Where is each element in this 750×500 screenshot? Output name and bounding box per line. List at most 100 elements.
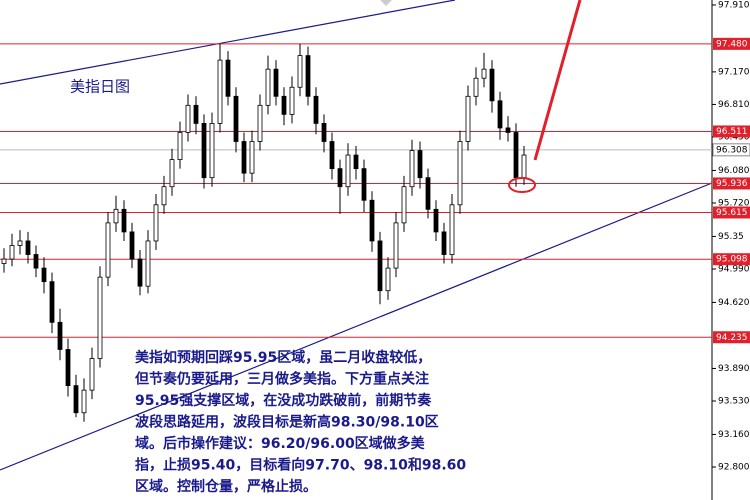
y-tick-label: 95.35 — [718, 232, 744, 242]
last-price-label: 96.308 — [716, 145, 748, 155]
candle-body — [65, 349, 71, 387]
level-label: 94.235 — [716, 333, 748, 343]
annotation-line: 美指如预期回踩95.95区域，虽二月收盘较低， — [135, 349, 431, 366]
y-tick-label: 96.080 — [718, 166, 750, 176]
annotation: 美指如预期回踩95.95区域，虽二月收盘较低， 但节奏仍要延用，三月做多美指。下方… — [134, 349, 466, 495]
level-label: 95.936 — [716, 179, 748, 189]
candle-body — [113, 208, 119, 224]
candle-body — [249, 141, 255, 174]
candle-body — [313, 95, 319, 124]
candle-body — [129, 231, 135, 260]
candle-body — [281, 95, 287, 115]
candle-body — [121, 208, 127, 233]
candle-body — [353, 154, 359, 170]
level-label: 95.098 — [716, 255, 748, 265]
candle-body — [321, 123, 327, 142]
candle-body — [25, 240, 31, 255]
candle-body — [289, 86, 295, 115]
support-circle — [508, 177, 536, 193]
last-price-box — [712, 143, 750, 157]
candle-body — [233, 95, 239, 142]
candle-body — [17, 240, 23, 246]
candle-body — [425, 177, 431, 210]
candle-body — [369, 199, 375, 242]
candle-body — [433, 208, 439, 233]
candle-body — [9, 245, 15, 260]
candle-body — [273, 68, 279, 97]
level-label-box — [713, 125, 750, 138]
annotation-line: 但节奏仍要延用，三月做多美指。下方重点关注 — [134, 371, 429, 388]
level-label: 96.511 — [716, 127, 748, 137]
candle-body — [481, 68, 487, 79]
y-axis: 97.910 97.170 96.810 96.450 96.080 95.720 95.3… — [712, 0, 750, 472]
y-tick-label: 95.720 — [718, 198, 750, 208]
candle-body — [505, 127, 511, 133]
annotation-line: 波段思路延用，波段目标是新高98.30/98.10区 — [135, 414, 439, 431]
candle-body — [385, 267, 391, 292]
candle-body — [497, 100, 503, 129]
candle-body — [393, 222, 399, 269]
y-tick-label: 96.810 — [718, 100, 750, 110]
candle-body — [161, 186, 167, 206]
upper-trend-line — [0, 0, 456, 85]
candle-body — [153, 204, 159, 242]
candle-body — [417, 150, 423, 179]
level-label-box — [713, 37, 750, 50]
chart-title: 美指日图 — [70, 78, 130, 96]
level-label: 95.615 — [716, 208, 748, 218]
candle-body — [457, 141, 463, 206]
level-label-box — [713, 206, 750, 219]
candle-body — [201, 123, 207, 179]
y-tick-label: 93.160 — [718, 430, 750, 440]
candle-body — [401, 186, 407, 224]
candle-body — [169, 159, 175, 188]
candle-body — [241, 141, 247, 174]
candle-body — [265, 68, 271, 106]
candle-body — [97, 276, 103, 359]
candle-body — [345, 154, 351, 188]
candle-body — [73, 385, 79, 414]
candle-body — [105, 222, 111, 278]
candles — [1, 43, 527, 422]
y-tick-label: 92.800 — [718, 462, 750, 472]
candle-body — [257, 104, 263, 142]
candle-body — [465, 95, 471, 142]
annotation-line: 区域。控制仓量，严格止损。 — [135, 478, 317, 495]
candle-body — [441, 231, 447, 255]
level-label-box — [713, 177, 750, 190]
candle-body — [217, 59, 223, 124]
y-tick-label: 94.990 — [718, 264, 750, 274]
candle-body — [57, 321, 63, 350]
candle-body — [361, 168, 367, 201]
candle-body — [521, 154, 527, 179]
candle-body — [81, 389, 87, 414]
annotation-line: 域。后市操作建议：96.20/96.00区域做多美 — [135, 435, 426, 452]
lower-trend-line — [0, 182, 713, 471]
candle-body — [305, 55, 311, 97]
candle-body — [337, 168, 343, 188]
y-tick-label: 97.910 — [718, 0, 750, 10]
y-tick-label: 93.890 — [718, 364, 750, 374]
y-tick-label: 96.450 — [718, 132, 750, 142]
candle-body — [137, 258, 143, 287]
y-tick-label: 94.620 — [718, 298, 750, 308]
y-tick-label: 93.530 — [718, 396, 750, 406]
marker — [380, 0, 392, 6]
candle-body — [177, 132, 183, 160]
candle-body — [33, 254, 39, 269]
level-label-box — [713, 331, 750, 344]
level-label-box — [713, 253, 750, 266]
candle-body — [377, 240, 383, 292]
candle-body — [1, 258, 7, 264]
candle-body — [89, 358, 95, 391]
candle-body — [41, 267, 47, 283]
candle-body — [209, 123, 215, 179]
candle-body — [449, 204, 455, 255]
level-label: 97.480 — [716, 39, 748, 49]
candle-body — [409, 150, 415, 188]
annotation-line: 95.95强支撑区域，在没成功跌破前，前期节奏 — [135, 392, 432, 409]
candle-body — [513, 132, 519, 179]
candle-body — [473, 77, 479, 97]
